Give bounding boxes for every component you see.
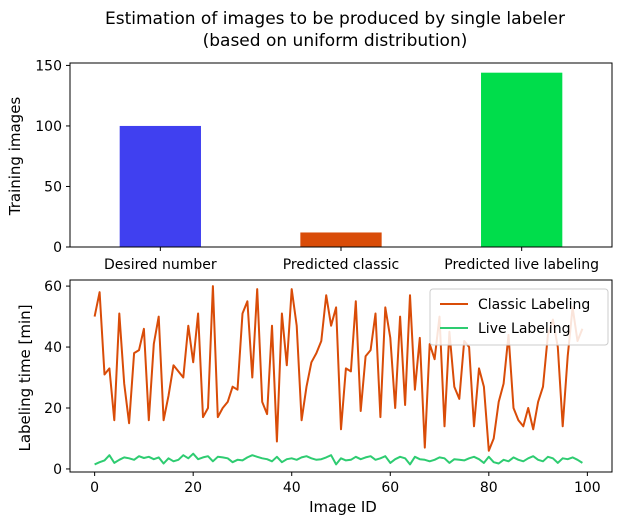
y-tick-label: 0 [53, 462, 62, 478]
x-tick-label: Predicted live labeling [444, 257, 599, 273]
line-chart-ylabel: Labeling time [min] [16, 304, 34, 451]
legend: Classic Labeling Live Labeling [429, 288, 609, 346]
bar [300, 232, 382, 247]
x-tick-label: 0 [90, 480, 99, 496]
y-tick-label: 50 [44, 179, 62, 195]
x-tick-label: 20 [184, 480, 202, 496]
legend-label-classic: Classic Labeling [478, 297, 590, 313]
x-tick-label: 60 [381, 480, 399, 496]
line-chart-xlabel: Image ID [309, 498, 377, 516]
series-line-classic-labeling [93, 285, 584, 452]
legend-label-live: Live Labeling [478, 321, 570, 337]
x-tick-label: 40 [283, 480, 301, 496]
bar-chart-ylabel: Training images [6, 97, 24, 217]
x-tick-label: 100 [574, 480, 601, 496]
plot-frame [69, 62, 613, 248]
y-tick-label: 150 [35, 58, 62, 74]
y-tick-label: 0 [53, 240, 62, 256]
bar [119, 125, 201, 247]
bar-chart: Desired number Predicted classic Predicted… [35, 58, 613, 273]
y-tick-label: 100 [35, 119, 62, 135]
x-tick-label: 80 [480, 480, 498, 496]
legend-box [429, 288, 609, 346]
bar [481, 72, 563, 248]
y-tick-label: 60 [44, 279, 62, 295]
x-tick-label: Predicted classic [283, 257, 400, 273]
y-tick-label: 40 [44, 340, 62, 356]
chart-title: Estimation of images to be produced by s… [105, 9, 565, 29]
series-line-live-labeling [94, 452, 583, 466]
x-tick-label: Desired number [104, 257, 217, 273]
y-tick-label: 20 [44, 401, 62, 417]
plot-frame [69, 279, 613, 473]
chart-subtitle: (based on uniform distribution) [203, 31, 468, 51]
line-chart: 0 20 40 60 80 100 0 20 40 60 [44, 279, 613, 496]
